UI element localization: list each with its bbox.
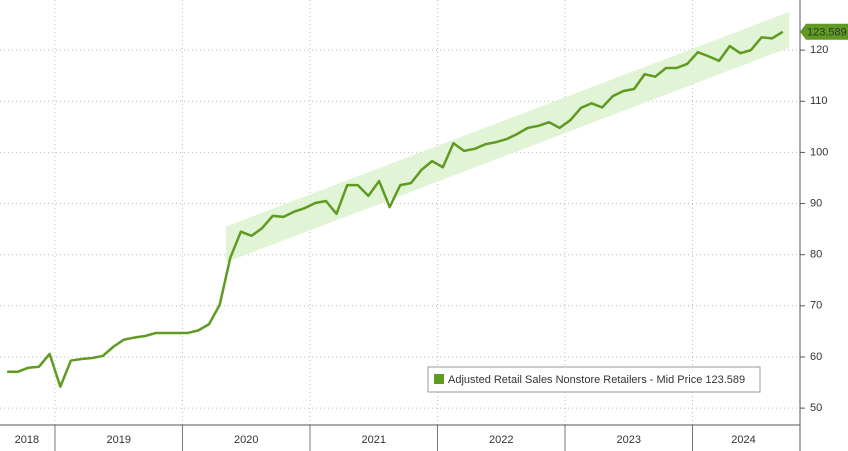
x-tick-label: 2019 [106, 434, 130, 446]
y-tick-label: 70 [810, 300, 822, 312]
x-tick-label: 2023 [617, 434, 641, 446]
x-tick-label: 2020 [234, 434, 258, 446]
last-value-label: 123.589 [807, 27, 847, 39]
series-line [7, 30, 784, 388]
y-tick-label: 60 [810, 351, 822, 363]
x-tick-label: 2024 [731, 434, 755, 446]
legend-label: Adjusted Retail Sales Nonstore Retailers… [448, 374, 745, 386]
legend-swatch [434, 374, 444, 384]
y-tick-label: 80 [810, 249, 822, 261]
y-tick-label: 120 [810, 44, 828, 56]
x-tick-label: 2018 [15, 434, 39, 446]
x-tick-label: 2022 [489, 434, 513, 446]
y-tick-label: 90 [810, 197, 822, 209]
last-value-tag [800, 23, 848, 40]
y-tick-label: 110 [810, 95, 828, 107]
y-tick-label: 50 [810, 402, 822, 414]
y-tick-label: 100 [810, 146, 828, 158]
x-tick-label: 2021 [361, 434, 385, 446]
legend-box [427, 366, 761, 393]
